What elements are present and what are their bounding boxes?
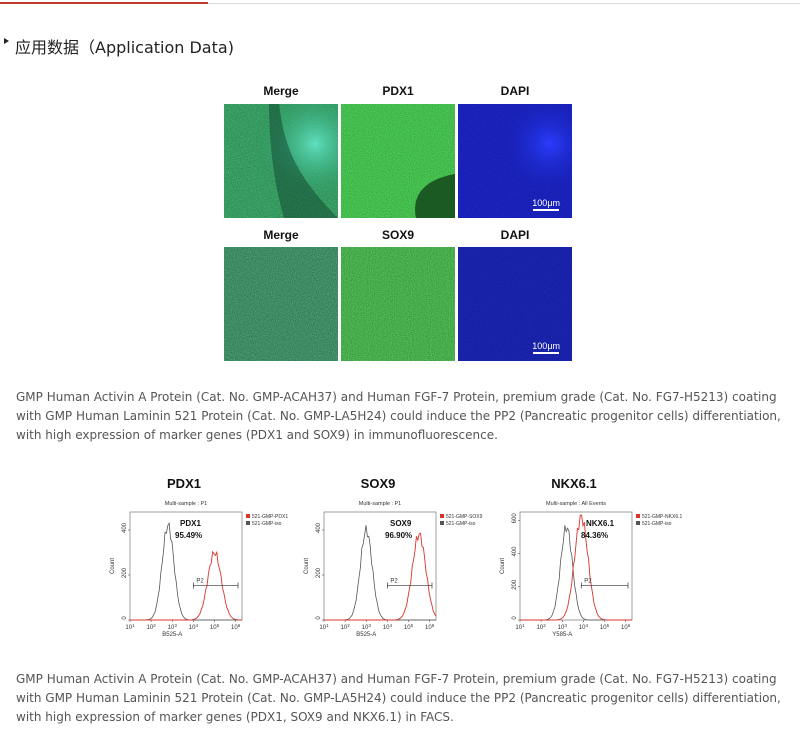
facs-chart-pdx1: Multi-sample : P1 0 200 400 101 102 103 104 105 1… [110, 501, 288, 638]
if-image-sox9 [341, 247, 455, 361]
annotation-label: PDX1 [180, 519, 201, 528]
section-header: 应用数据（Application Data) [4, 34, 234, 58]
y-axis-label: Count [110, 558, 116, 574]
legend-label-sample: 521-GMP-SOX9 [446, 514, 483, 520]
x-tick-label: 104 [189, 623, 199, 631]
if-label-merge-1: Merge [263, 84, 299, 98]
y-tick-label: 200 [122, 567, 128, 578]
if-label-sox9: SOX9 [381, 228, 414, 242]
x-tick-label: 106 [621, 623, 631, 631]
top-accent-bar [0, 2, 208, 4]
annotation-value: 84.36% [581, 531, 608, 540]
series-line-sample [324, 532, 437, 621]
x-tick-label: 101 [125, 623, 135, 631]
legend-swatch-iso [636, 521, 640, 525]
y-tick-label: 200 [512, 579, 518, 590]
facs-chart-sox9: Multi-sample : P1 0 200 400 101 102 103 104 105 1… [304, 501, 483, 638]
if-image-merge-pdx1 [224, 104, 338, 218]
x-tick-label: 104 [383, 623, 393, 631]
scale-bar-label: 100μm [532, 198, 560, 208]
y-axis-label: Count [500, 558, 506, 574]
annotation-value: 96.90% [385, 531, 412, 540]
x-axis-label: B525-A [356, 632, 376, 638]
caption-immunofluorescence: GMP Human Activin A Protein (Cat. No. GM… [16, 390, 781, 442]
scale-bar-label: 100μm [532, 341, 560, 351]
plot-frame [519, 511, 633, 621]
if-label-dapi-1: DAPI [500, 84, 530, 98]
series-line-sample [520, 514, 632, 621]
plot-frame [129, 511, 243, 621]
y-tick-label: 400 [512, 546, 518, 557]
caption-facs: GMP Human Activin A Protein (Cat. No. GM… [16, 672, 781, 724]
legend-swatch-sample [440, 514, 444, 518]
scale-bar-2: 100μm [532, 341, 560, 354]
facs-title-sox9: SOX9 [360, 476, 396, 491]
if-image-merge-sox9 [224, 247, 338, 361]
triangle-bullet-icon [4, 38, 9, 44]
x-tick-label: 103 [362, 623, 372, 631]
x-tick-label: 106 [231, 623, 241, 631]
chart-subtitle: Multi-sample : P1 [165, 501, 208, 507]
x-tick-label: 101 [319, 623, 329, 631]
x-tick-label: 105 [210, 623, 220, 631]
if-image-pdx1 [341, 104, 455, 218]
x-tick-label: 102 [341, 623, 351, 631]
x-tick-label: 103 [168, 623, 178, 631]
annotation-label: SOX9 [390, 519, 412, 528]
legend-label-iso: 521-GMP-iso [252, 521, 282, 527]
x-tick-label: 102 [537, 623, 547, 631]
y-tick-label: 0 [512, 616, 518, 620]
annotation-label: NKX6.1 [586, 519, 615, 528]
x-tick-label: 105 [404, 623, 414, 631]
series-line-iso [130, 521, 242, 621]
chart-subtitle: Multi-sample : All Events [546, 501, 606, 507]
legend-label-sample: 521-GMP-NKX6.1 [642, 514, 683, 520]
section-title: 应用数据（Application Data) [15, 38, 234, 57]
y-tick-label: 0 [122, 616, 128, 620]
x-axis-label: B525-A [162, 632, 182, 638]
x-tick-label: 104 [579, 623, 589, 631]
x-tick-label: 106 [425, 623, 435, 631]
legend-swatch-sample [636, 514, 640, 518]
top-divider [0, 3, 800, 4]
legend-swatch-iso [440, 521, 444, 525]
legend-label-iso: 521-GMP-iso [642, 521, 672, 527]
x-tick-label: 101 [515, 623, 525, 631]
legend-swatch-iso [246, 521, 250, 525]
x-tick-label: 103 [558, 623, 568, 631]
if-image-dapi-1: 100μm [458, 104, 572, 218]
series-line-sample [130, 550, 242, 621]
gate-label: P2 [196, 578, 204, 584]
legend-label-iso: 521-GMP-iso [446, 521, 476, 527]
if-image-dapi-2: 100μm [458, 247, 572, 361]
y-tick-label: 600 [512, 513, 518, 524]
legend-label-sample: 521-GMP-PDX1 [252, 514, 288, 520]
legend-swatch-sample [246, 514, 250, 518]
y-tick-label: 200 [316, 567, 322, 578]
facs-title-pdx1: PDX1 [167, 476, 201, 491]
x-tick-label: 102 [147, 623, 157, 631]
y-tick-label: 400 [316, 522, 322, 533]
if-label-dapi-2: DAPI [500, 228, 530, 242]
gate-label: P2 [584, 578, 592, 584]
x-axis-label: Y585-A [552, 632, 572, 638]
facs-chart-nkx61: Multi-sample : All Events 0 200 400 600 101 10… [500, 501, 683, 638]
x-tick-label: 105 [600, 623, 610, 631]
plot-frame [323, 511, 437, 621]
facs-title-nkx61: NKX6.1 [551, 476, 597, 491]
if-label-merge-2: Merge [263, 228, 299, 242]
y-tick-label: 0 [316, 616, 322, 620]
y-tick-label: 400 [122, 522, 128, 533]
chart-subtitle: Multi-sample : P1 [359, 501, 402, 507]
if-label-pdx1: PDX1 [382, 84, 414, 98]
scale-bar-1: 100μm [532, 198, 560, 211]
gate-label: P2 [390, 578, 398, 584]
y-axis-label: Count [304, 558, 310, 574]
annotation-value: 95.49% [175, 531, 202, 540]
